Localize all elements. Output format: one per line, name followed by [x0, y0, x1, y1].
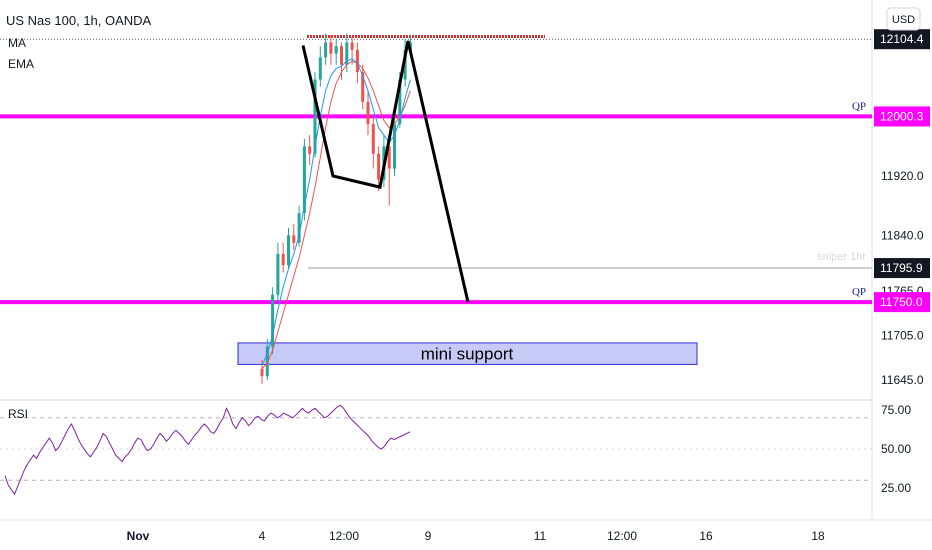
candle[interactable] [398, 79, 402, 125]
candle[interactable] [329, 42, 333, 54]
rsi-tick-label: 50.00 [881, 442, 911, 456]
candle[interactable] [334, 46, 338, 54]
candle[interactable] [361, 72, 365, 102]
price-tag[interactable] [874, 292, 930, 313]
candle[interactable] [377, 153, 381, 180]
candle[interactable] [308, 146, 312, 154]
time-tick-label: 12:00 [329, 529, 359, 543]
candle[interactable] [281, 253, 285, 266]
price-tag-label: 11750.0 [880, 295, 923, 309]
candle[interactable] [340, 46, 343, 65]
time-tick-label: 4 [259, 529, 266, 543]
indicator-ma-label[interactable]: MA [8, 36, 26, 50]
candle[interactable] [297, 213, 301, 243]
candle[interactable] [287, 235, 290, 266]
time-tick-label: 18 [811, 529, 825, 543]
candle[interactable] [313, 79, 317, 154]
time-tick-label: 12:00 [607, 529, 637, 543]
time-axis[interactable]: Nov 4 12:00 9 11 12:00 16 18 [127, 529, 825, 543]
ema-line[interactable] [261, 58, 411, 366]
candle[interactable] [403, 49, 407, 80]
symbol-title[interactable]: US Nas 100, 1h, OANDA [6, 13, 152, 28]
candle[interactable] [350, 42, 354, 50]
candle[interactable] [318, 57, 322, 80]
candle[interactable] [345, 42, 349, 65]
rsi-pane[interactable]: 75.00 50.00 25.00 [0, 403, 911, 496]
candle[interactable] [366, 101, 370, 125]
price-tick-label: 11840.0 [881, 228, 924, 242]
candle[interactable] [393, 124, 396, 169]
price-axis[interactable]: 11645.011705.011765.011840.011920.012104… [874, 29, 930, 387]
price-tag[interactable] [874, 29, 930, 50]
time-tick-label: Nov [127, 529, 150, 543]
ma-line[interactable] [261, 60, 411, 370]
indicator-ema-label[interactable]: EMA [8, 57, 34, 71]
projection-path[interactable] [301, 40, 470, 303]
main-pane[interactable]: QP QP sniper 1hr mini support [0, 33, 872, 384]
price-tick-label: 11920.0 [881, 169, 924, 183]
candle[interactable] [276, 253, 280, 295]
candle[interactable] [292, 235, 296, 243]
time-tick-label: 9 [425, 529, 432, 543]
candle[interactable] [387, 146, 391, 169]
candle[interactable] [324, 42, 328, 58]
time-tick-label: 16 [699, 529, 713, 543]
sniper-level-label: sniper 1hr [817, 251, 866, 263]
rsi-tick-label: 75.00 [881, 403, 911, 417]
candle[interactable] [355, 49, 359, 73]
qp-level-label: QP [852, 286, 866, 298]
qp-level-label: QP [852, 100, 866, 112]
candle[interactable] [260, 368, 264, 377]
mini-support-label: mini support [421, 345, 514, 364]
time-tick-label: 11 [534, 529, 547, 543]
price-tick-label: 11645.0 [881, 373, 924, 387]
rsi-label[interactable]: RSI [8, 407, 28, 421]
candle[interactable] [371, 124, 375, 154]
price-tag-label: 12104.4 [880, 32, 924, 46]
candle[interactable] [271, 294, 275, 347]
currency-button[interactable] [886, 7, 921, 31]
candle[interactable] [265, 346, 269, 377]
mini-support-zone[interactable] [237, 342, 698, 365]
currency-button-label: USD [892, 14, 915, 26]
price-tag-label: 12000.3 [880, 109, 924, 123]
price-tag[interactable] [874, 258, 930, 279]
rsi-tick-label: 25.00 [881, 481, 911, 495]
price-tick-label: 11705.0 [881, 328, 924, 342]
candle[interactable] [302, 146, 306, 214]
price-tag-label: 11795.9 [880, 261, 923, 275]
rsi-line[interactable] [4, 404, 411, 496]
price-tag[interactable] [874, 106, 930, 127]
